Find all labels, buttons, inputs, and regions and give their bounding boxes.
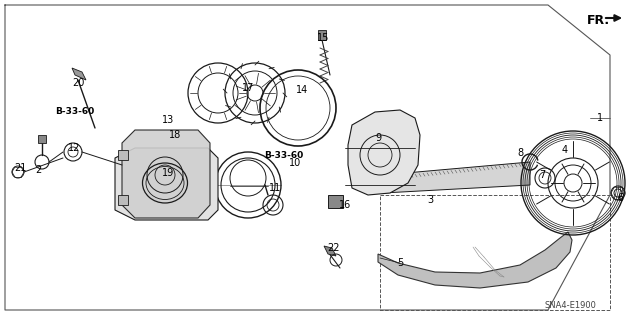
Text: 4: 4: [562, 145, 568, 155]
Text: 12: 12: [68, 143, 80, 153]
Text: 21: 21: [14, 163, 26, 173]
Text: 19: 19: [162, 168, 174, 178]
Text: B-33-60: B-33-60: [264, 151, 303, 160]
Text: 20: 20: [72, 78, 84, 88]
Polygon shape: [38, 135, 46, 143]
Text: 2: 2: [35, 165, 41, 175]
Text: 5: 5: [397, 258, 403, 268]
Polygon shape: [328, 195, 343, 208]
Polygon shape: [324, 246, 336, 256]
Polygon shape: [115, 148, 218, 220]
Polygon shape: [318, 30, 326, 40]
Polygon shape: [118, 150, 128, 160]
Text: 10: 10: [289, 158, 301, 168]
Text: 6: 6: [617, 193, 623, 203]
Text: 14: 14: [296, 85, 308, 95]
Text: 13: 13: [162, 115, 174, 125]
Text: 11: 11: [269, 183, 281, 193]
Text: 17: 17: [242, 83, 254, 93]
Polygon shape: [118, 195, 128, 205]
Text: FR.: FR.: [586, 13, 609, 26]
Polygon shape: [348, 110, 420, 195]
Text: 15: 15: [317, 33, 329, 43]
Polygon shape: [383, 162, 530, 193]
Polygon shape: [378, 232, 572, 288]
Polygon shape: [122, 130, 210, 218]
Text: 9: 9: [375, 133, 381, 143]
Text: B-33-60: B-33-60: [56, 108, 95, 116]
Text: 3: 3: [427, 195, 433, 205]
Text: 7: 7: [539, 170, 545, 180]
Text: 22: 22: [327, 243, 339, 253]
Text: 1: 1: [597, 113, 603, 123]
Text: SNA4-E1900: SNA4-E1900: [544, 300, 596, 309]
Polygon shape: [72, 68, 86, 80]
Text: 18: 18: [169, 130, 181, 140]
Text: 16: 16: [339, 200, 351, 210]
Text: 8: 8: [517, 148, 523, 158]
